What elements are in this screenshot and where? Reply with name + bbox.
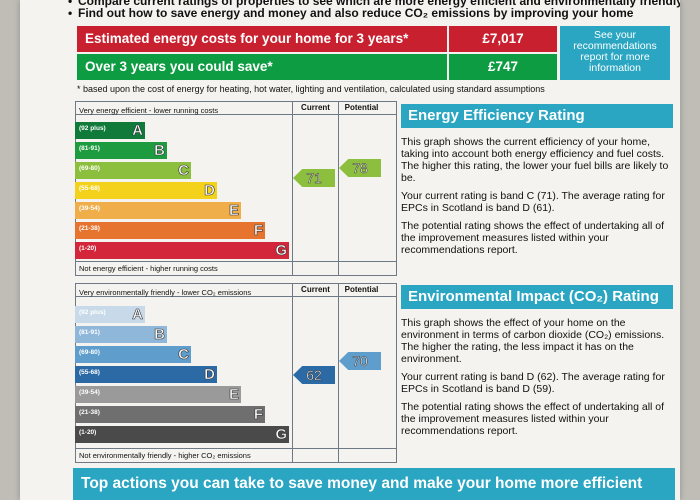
current-rating-arrow: 71 [293, 169, 335, 187]
cost-summary-table: Estimated energy costs for your home for… [77, 26, 677, 81]
band-range: (69-80) [79, 349, 100, 356]
chart-top-label: Very energy efficient - lower running co… [79, 106, 219, 115]
panel-paragraph: The potential rating shows the effect of… [401, 401, 665, 437]
potential-rating-arrow: 70 [339, 352, 381, 370]
band-letter: G [275, 242, 287, 260]
band-range: (21-38) [79, 409, 100, 416]
cost-footnote: * based upon the cost of energy for heat… [77, 84, 545, 94]
rating-band-a: (92 plus) A [75, 122, 145, 139]
rating-band-a: (92 plus) A [75, 306, 145, 323]
panel-title: Environmental Impact (CO₂) Rating [401, 285, 673, 309]
rating-band-c: (69-80) C [75, 346, 191, 363]
rating-band-e: (39-54) E [75, 202, 241, 219]
band-letter: D [204, 366, 215, 384]
potential-column-header: Potential [344, 103, 379, 112]
band-range: (39-54) [79, 389, 100, 396]
band-letter: C [178, 162, 189, 180]
chart-bottom-label: Not environmentally friendly - higher CO… [79, 451, 251, 460]
intro-line-2: Find out how to save energy and money an… [78, 6, 634, 20]
band-range: (92 plus) [79, 309, 106, 316]
band-range: (81-91) [79, 145, 100, 152]
band-range: (21-38) [79, 225, 100, 232]
band-letter: B [154, 326, 165, 344]
current-rating-arrow: 62 [293, 366, 335, 384]
environmental-impact-chart: Current Potential Very environmentally f… [75, 283, 397, 463]
chart-top-label: Very environmentally friendly - lower CO… [79, 288, 252, 297]
band-letter: C [178, 346, 189, 364]
band-range: (69-80) [79, 165, 100, 172]
band-letter: B [154, 142, 165, 160]
see-recommendations-box: See your recommendations report for more… [560, 26, 670, 80]
band-letter: D [204, 182, 215, 200]
top-actions-heading: Top actions you can take to save money a… [73, 468, 675, 500]
rating-band-f: (21-38) F [75, 406, 265, 423]
band-letter: F [253, 222, 264, 240]
band-letter: F [253, 406, 264, 424]
savings-label: Over 3 years you could save* [77, 54, 447, 80]
band-letter: E [228, 202, 240, 220]
band-range: (92 plus) [79, 125, 106, 132]
rating-band-b: (81-91) B [75, 142, 167, 159]
panel-paragraph: Your current rating is band C (71). The … [401, 190, 665, 214]
band-letter: E [228, 386, 240, 404]
rating-band-d: (55-68) D [75, 182, 217, 199]
band-range: (1-20) [79, 245, 97, 252]
current-column-header: Current [301, 103, 330, 112]
intro-line-1: Compare current ratings of properties to… [78, 0, 680, 8]
band-letter: G [275, 426, 287, 444]
panel-paragraph: This graph shows the current efficiency … [401, 136, 669, 184]
panel-title: Energy Efficiency Rating [401, 104, 673, 128]
energy-efficiency-panel: Energy Efficiency Rating This graph show… [401, 104, 673, 256]
band-letter: A [132, 306, 143, 324]
potential-column-header: Potential [344, 285, 379, 294]
band-range: (39-54) [79, 205, 100, 212]
estimated-cost-value: £7,017 [449, 26, 557, 52]
panel-paragraph: This graph shows the effect of your home… [401, 317, 665, 365]
rating-band-g: (1-20) G [75, 426, 289, 443]
rating-band-e: (39-54) E [75, 386, 241, 403]
epc-sheet: • Compare current ratings of properties t… [20, 0, 680, 500]
environmental-impact-panel: Environmental Impact (CO₂) Rating This g… [401, 285, 673, 437]
potential-rating-arrow: 78 [339, 159, 381, 177]
current-column-header: Current [301, 285, 330, 294]
band-range: (1-20) [79, 429, 97, 436]
intro-bullets: • Compare current ratings of properties t… [68, 0, 680, 19]
energy-efficiency-chart: Current Potential Very energy efficient … [75, 101, 397, 276]
rating-band-f: (21-38) F [75, 222, 265, 239]
band-range: (55-68) [79, 369, 100, 376]
panel-paragraph: Your current rating is band D (62). The … [401, 371, 665, 395]
panel-paragraph: The potential rating shows the effect of… [401, 220, 665, 256]
chart-bottom-label: Not energy efficient - higher running co… [79, 264, 218, 273]
rating-band-c: (69-80) C [75, 162, 191, 179]
rating-band-g: (1-20) G [75, 242, 289, 259]
band-letter: A [132, 122, 143, 140]
estimated-cost-label: Estimated energy costs for your home for… [77, 26, 447, 52]
rating-band-d: (55-68) D [75, 366, 217, 383]
savings-value: £747 [449, 54, 557, 80]
band-range: (81-91) [79, 329, 100, 336]
rating-band-b: (81-91) B [75, 326, 167, 343]
band-range: (55-68) [79, 185, 100, 192]
